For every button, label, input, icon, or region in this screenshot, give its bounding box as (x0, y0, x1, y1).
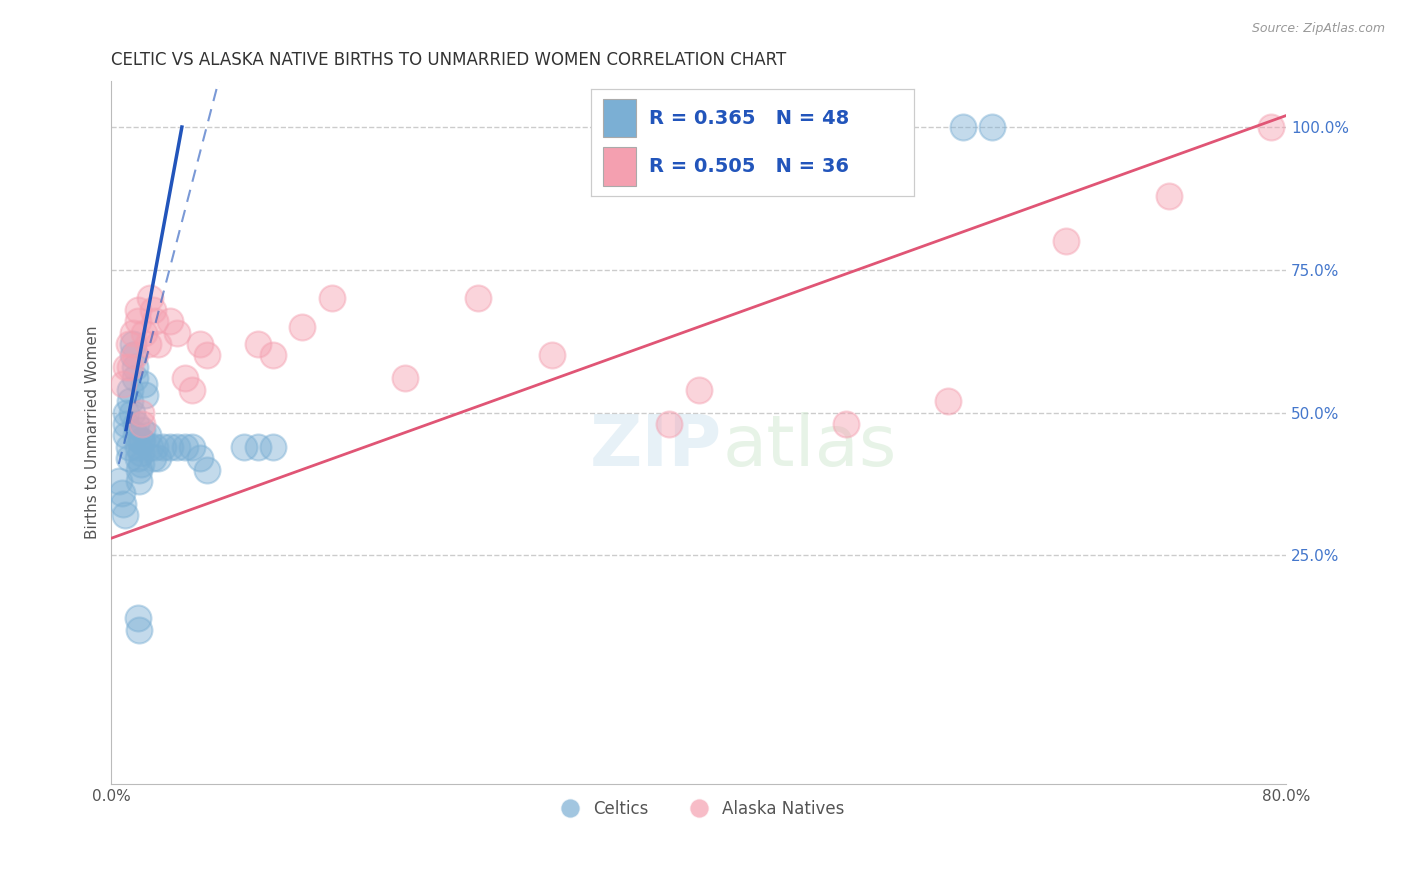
Point (152, 440, 174, 454)
Point (127, 314, 149, 328)
Point (129, 406, 152, 420)
Point (114, 508, 136, 523)
Point (112, 376, 135, 391)
Point (120, 394, 142, 409)
Point (188, 451, 211, 466)
Point (195, 348, 218, 362)
Point (122, 348, 145, 362)
Point (467, 291, 489, 305)
Point (1260, 120, 1282, 134)
Point (138, 291, 160, 305)
Point (952, 120, 974, 134)
Point (138, 440, 160, 454)
Point (173, 440, 195, 454)
Point (136, 337, 159, 351)
Point (658, 417, 681, 431)
Point (131, 417, 153, 431)
Bar (603, 147, 636, 186)
Point (131, 423, 153, 437)
Point (141, 451, 163, 466)
Point (120, 383, 142, 397)
Text: atlas: atlas (723, 412, 897, 481)
Point (127, 440, 149, 454)
Point (173, 371, 195, 385)
Point (111, 485, 134, 500)
Point (936, 394, 959, 409)
Point (124, 371, 146, 385)
Point (232, 440, 254, 454)
Point (688, 383, 710, 397)
Point (121, 406, 143, 420)
Point (148, 451, 170, 466)
Point (115, 359, 138, 374)
Point (247, 337, 270, 351)
Legend: Celtics, Alaska Natives: Celtics, Alaska Natives (547, 793, 851, 824)
Point (127, 451, 149, 466)
Point (159, 314, 181, 328)
Point (129, 434, 152, 449)
Point (834, 417, 856, 431)
Point (128, 623, 150, 637)
Point (129, 445, 152, 459)
Point (112, 497, 135, 511)
Point (247, 440, 270, 454)
Point (118, 337, 141, 351)
Point (134, 388, 156, 402)
Point (124, 348, 146, 362)
Point (262, 440, 284, 454)
Point (166, 440, 188, 454)
Point (131, 434, 153, 449)
Point (122, 326, 145, 340)
Point (1054, 234, 1077, 248)
Point (122, 337, 145, 351)
Point (125, 428, 148, 442)
Point (115, 406, 138, 420)
Y-axis label: Births to Unmarried Women: Births to Unmarried Women (86, 326, 100, 540)
Point (120, 359, 142, 374)
Point (115, 417, 138, 431)
Point (127, 611, 149, 625)
Text: CELTIC VS ALASKA NATIVE BIRTHS TO UNMARRIED WOMEN CORRELATION CHART: CELTIC VS ALASKA NATIVE BIRTHS TO UNMARR… (111, 51, 787, 69)
Point (125, 417, 148, 431)
Point (145, 314, 167, 328)
Point (118, 440, 141, 454)
Point (128, 474, 150, 488)
Point (188, 337, 211, 351)
Point (394, 371, 416, 385)
Point (181, 383, 204, 397)
Point (129, 457, 152, 471)
Text: Source: ZipAtlas.com: Source: ZipAtlas.com (1251, 22, 1385, 36)
Text: ZIP: ZIP (591, 412, 723, 481)
Point (136, 428, 159, 442)
Point (141, 302, 163, 317)
Point (1157, 188, 1180, 202)
Point (132, 376, 155, 391)
Point (181, 440, 204, 454)
Point (195, 463, 218, 477)
Point (145, 440, 167, 454)
Bar (603, 99, 636, 137)
Text: R = 0.505   N = 36: R = 0.505 N = 36 (648, 157, 849, 176)
Point (291, 319, 314, 334)
Point (262, 348, 284, 362)
Point (166, 326, 188, 340)
Point (981, 120, 1004, 134)
Point (148, 337, 170, 351)
Point (115, 428, 138, 442)
Point (132, 326, 155, 340)
Text: R = 0.365   N = 48: R = 0.365 N = 48 (648, 109, 849, 128)
Point (118, 451, 141, 466)
Point (321, 291, 343, 305)
Point (124, 359, 146, 374)
Point (159, 440, 181, 454)
Point (541, 348, 564, 362)
Point (107, 474, 129, 488)
Point (127, 302, 149, 317)
Point (128, 463, 150, 477)
